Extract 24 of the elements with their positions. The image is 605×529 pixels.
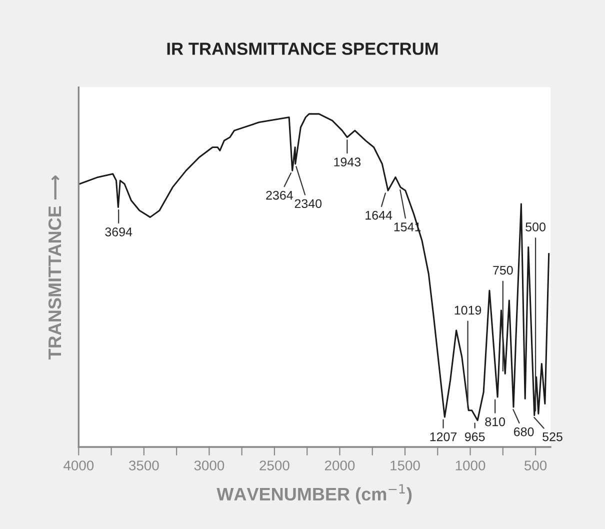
annotation: 965 xyxy=(464,432,485,442)
x-tick-label: 1000 xyxy=(456,460,486,470)
x-tick-label: 1500 xyxy=(390,460,420,470)
x-tick-label: 3500 xyxy=(129,460,159,470)
annotation: 2340 xyxy=(294,199,322,208)
x-tick-label: 4000 xyxy=(64,460,94,470)
annotation: 2364 xyxy=(266,190,293,200)
annotation: 3694 xyxy=(105,228,132,236)
annotation: 1207 xyxy=(430,432,457,442)
x-tick-label: 2500 xyxy=(260,460,290,470)
annotation: 680 xyxy=(514,427,534,436)
x-axis-title: WAVENUMBER (cm$^{−1}$) xyxy=(216,484,412,504)
x-tick-label: 2000 xyxy=(324,460,355,470)
annotation: 750 xyxy=(493,266,513,275)
annotation: 1019 xyxy=(454,306,482,315)
annotation: 810 xyxy=(485,417,506,426)
chart-title: IR TRANSMITTANCE SPECTRUM xyxy=(167,42,438,55)
annotation: 500 xyxy=(526,222,546,232)
annotation: 1943 xyxy=(334,158,361,166)
annotation: 1644 xyxy=(366,210,392,220)
annotation: 525 xyxy=(542,432,562,442)
y-axis-title: TRANSMITTANCE ⟶ xyxy=(48,176,62,360)
x-tick-label: 3000 xyxy=(194,460,224,470)
x-tick-label: 500 xyxy=(524,460,547,470)
